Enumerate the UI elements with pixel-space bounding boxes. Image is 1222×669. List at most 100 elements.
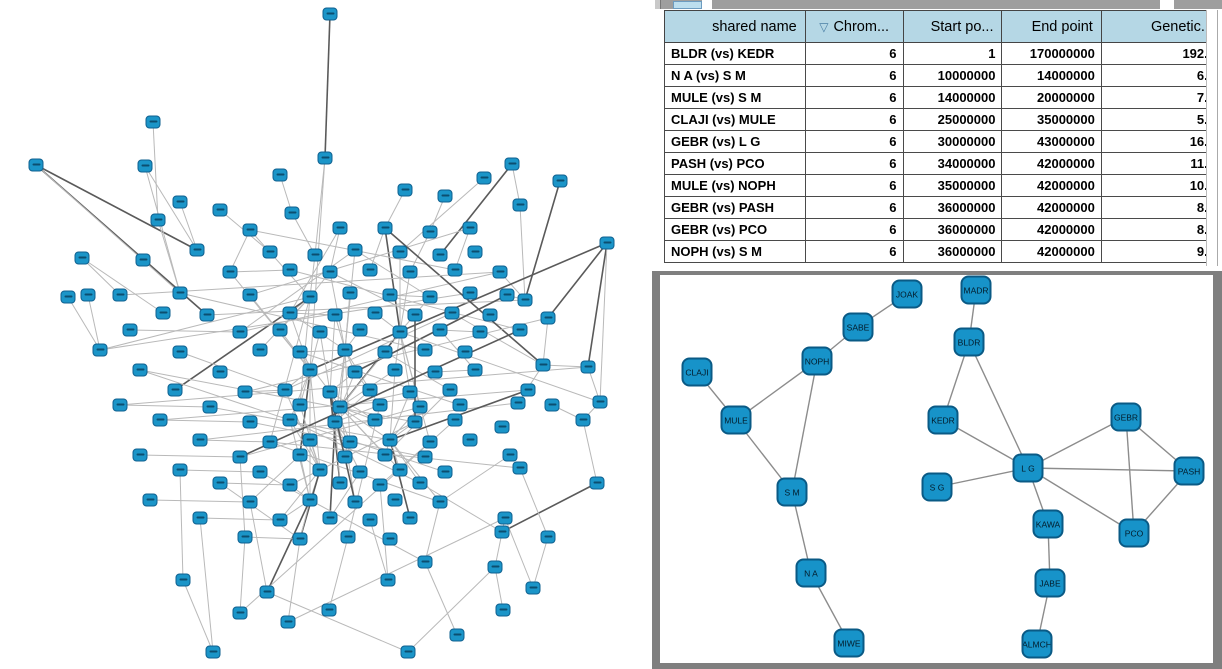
node-JABE[interactable]: JABE <box>1034 568 1066 598</box>
network-node[interactable] <box>135 253 151 267</box>
table-row[interactable]: PASH (vs) PCO 6 34000000 42000000 11.4 <box>664 152 1222 175</box>
network-node[interactable] <box>510 396 526 410</box>
table-cell[interactable]: 8.4 <box>1100 218 1222 241</box>
network-node[interactable] <box>437 465 453 479</box>
edge-GEBR-PCO[interactable] <box>1125 416 1135 534</box>
network-node[interactable] <box>540 530 556 544</box>
table-row[interactable]: GEBR (vs) PASH636000000420000008.9 <box>664 196 1222 219</box>
network-node[interactable] <box>167 383 183 397</box>
table-cell[interactable]: 42000000 <box>1001 152 1102 175</box>
network-node[interactable] <box>362 513 378 527</box>
network-node[interactable] <box>172 463 188 477</box>
network-node[interactable] <box>262 245 278 259</box>
network-node[interactable] <box>517 293 533 307</box>
table-row[interactable]: CLAJI (vs) MULE625000000350000005.9 <box>664 108 1222 131</box>
table-cell[interactable]: 7.5 <box>1100 86 1222 109</box>
table-cell[interactable]: 170000000 <box>1001 42 1102 65</box>
table-cell[interactable]: BLDR (vs) KEDR <box>664 42 806 65</box>
network-node[interactable] <box>437 189 453 203</box>
network-node[interactable] <box>322 265 338 279</box>
table-cell[interactable]: 9.9 <box>1100 240 1222 263</box>
network-node[interactable] <box>322 385 338 399</box>
table-cell[interactable]: 192.0 <box>1100 42 1222 65</box>
network-node[interactable] <box>312 325 328 339</box>
table-cell[interactable]: 6 <box>804 240 904 263</box>
network-node[interactable] <box>232 606 248 620</box>
network-node[interactable] <box>74 251 90 265</box>
network-node[interactable] <box>432 495 448 509</box>
network-node[interactable] <box>242 223 258 237</box>
network-node[interactable] <box>520 383 536 397</box>
network-node[interactable] <box>422 435 438 449</box>
network-node[interactable] <box>342 286 358 300</box>
network-node[interactable] <box>525 581 541 595</box>
network-node[interactable] <box>380 573 396 587</box>
network-node[interactable] <box>377 221 393 235</box>
network-node[interactable] <box>122 323 138 337</box>
network-node[interactable] <box>347 243 363 257</box>
network-node[interactable] <box>337 450 353 464</box>
table-cell[interactable]: 6 <box>804 42 904 65</box>
network-node[interactable] <box>327 308 343 322</box>
network-node[interactable] <box>392 245 408 259</box>
network-node[interactable] <box>152 413 168 427</box>
network-node[interactable] <box>432 248 448 262</box>
edge-L-G-PCO[interactable] <box>1027 467 1135 534</box>
network-node[interactable] <box>417 343 433 357</box>
table-cell[interactable]: 14000000 <box>1001 64 1102 87</box>
table-cell[interactable]: 30000000 <box>902 130 1003 153</box>
table-cell[interactable]: 10000000 <box>902 64 1003 87</box>
network-node[interactable] <box>462 286 478 300</box>
table-cell[interactable]: 11.4 <box>1100 152 1222 175</box>
table-row[interactable]: MULE (vs) S M614000000200000007.5 <box>664 86 1222 109</box>
node-PCO[interactable]: PCO <box>1118 518 1150 548</box>
network-node[interactable] <box>205 645 221 659</box>
network-node[interactable] <box>540 311 556 325</box>
network-node[interactable] <box>145 115 161 129</box>
table-cell[interactable]: 16.9 <box>1100 130 1222 153</box>
network-node[interactable] <box>402 265 418 279</box>
network-node[interactable] <box>544 398 560 412</box>
table-cell[interactable]: 35000000 <box>1001 108 1102 131</box>
network-node[interactable] <box>280 615 296 629</box>
table-cell[interactable]: 43000000 <box>1001 130 1102 153</box>
network-node[interactable] <box>407 308 423 322</box>
network-node[interactable] <box>317 151 333 165</box>
node-JOAK[interactable]: JOAK <box>891 279 923 309</box>
network-node[interactable] <box>132 363 148 377</box>
network-node[interactable] <box>302 493 318 507</box>
network-node[interactable] <box>449 628 465 642</box>
network-node[interactable] <box>132 448 148 462</box>
network-node[interactable] <box>402 511 418 525</box>
network-node[interactable] <box>467 245 483 259</box>
table-cell[interactable]: MULE (vs) NOPH <box>664 174 806 197</box>
network-node[interactable] <box>112 398 128 412</box>
table-cell[interactable]: 6 <box>804 152 904 175</box>
network-node[interactable] <box>332 400 348 414</box>
network-node[interactable] <box>372 478 388 492</box>
table-cell[interactable]: 42000000 <box>1001 196 1102 219</box>
node-NOPH[interactable]: NOPH <box>801 346 833 376</box>
network-node[interactable] <box>284 206 300 220</box>
network-node[interactable] <box>242 288 258 302</box>
network-node[interactable] <box>242 495 258 509</box>
table-cell[interactable]: 42000000 <box>1001 240 1102 263</box>
table-cell[interactable]: 14000000 <box>902 86 1003 109</box>
network-node[interactable] <box>592 395 608 409</box>
network-node[interactable] <box>282 413 298 427</box>
network-node[interactable] <box>292 398 308 412</box>
table-cell[interactable]: 6 <box>804 174 904 197</box>
network-node[interactable] <box>377 448 393 462</box>
network-node[interactable] <box>192 511 208 525</box>
network-node[interactable] <box>462 433 478 447</box>
network-node[interactable] <box>575 413 591 427</box>
network-node[interactable] <box>192 433 208 447</box>
network-node[interactable] <box>252 343 268 357</box>
node-KAWA[interactable]: KAWA <box>1032 509 1064 539</box>
network-node[interactable] <box>367 413 383 427</box>
network-node[interactable] <box>272 323 288 337</box>
network-node[interactable] <box>302 290 318 304</box>
network-node[interactable] <box>282 306 298 320</box>
node-PASH[interactable]: PASH <box>1173 456 1205 486</box>
node-L-G[interactable]: L G <box>1012 453 1044 483</box>
